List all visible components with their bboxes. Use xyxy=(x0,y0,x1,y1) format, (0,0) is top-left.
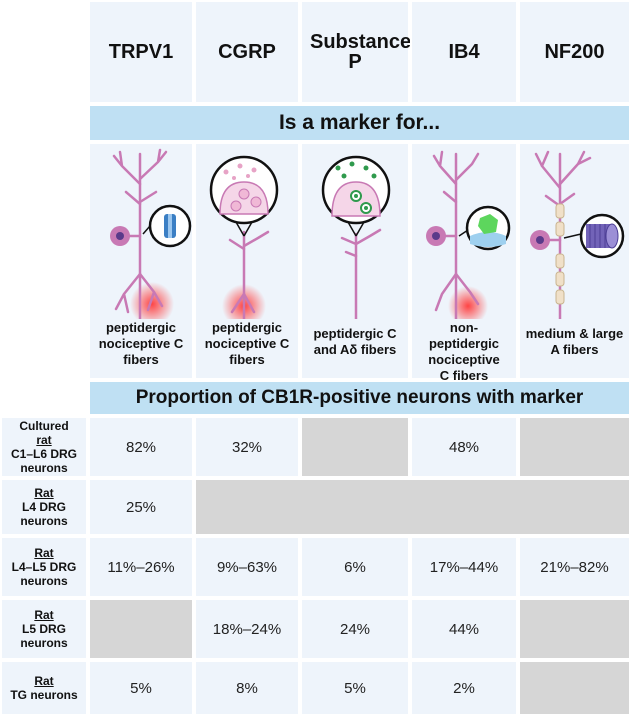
value-cell: 21%–82% xyxy=(518,536,631,598)
value-cell: 25% xyxy=(88,478,194,536)
proportion-banner: Proportion of CB1R-positive neurons with… xyxy=(88,380,631,416)
value-cell: 82% xyxy=(88,416,194,478)
row-header-species: rat xyxy=(36,433,52,447)
cgrp-illustration-cell: peptidergic nociceptive C fibers xyxy=(194,142,300,380)
column-header-ib4: IB4 xyxy=(410,0,518,104)
row-header-suffix: L5 DRG neurons xyxy=(20,622,68,650)
row-header-species: Rat xyxy=(34,486,54,500)
row-header-rat-tg: Rat TG neurons xyxy=(0,660,88,716)
substance-p-neuron-icon xyxy=(321,155,391,319)
nf200-neuron-icon xyxy=(530,150,625,319)
value-cell: 8% xyxy=(194,660,300,716)
ib4-neuron-icon xyxy=(426,150,511,319)
marker-banner: Is a marker for... xyxy=(88,104,631,142)
value-cell: 5% xyxy=(300,660,410,716)
empty-cell xyxy=(88,598,194,660)
row-header-rat-l4-l5: Rat L4–L5 DRG neurons xyxy=(0,536,88,598)
trpv1-caption: peptidergic nociceptive C fibers xyxy=(98,320,184,367)
row-header-rat-l4: Rat L4 DRG neurons xyxy=(0,478,88,536)
column-header-trpv1: TRPV1 xyxy=(88,0,194,104)
empty-cell xyxy=(518,416,631,478)
ib4-illustration-cell: non-peptidergic nociceptive C fibers xyxy=(410,142,518,383)
row-header-species: Rat xyxy=(34,674,54,688)
row-header-suffix: L4 DRG neurons xyxy=(20,500,68,528)
nf200-illustration-cell: medium & large A fibers xyxy=(518,142,631,380)
column-header-substance-p: Substance P xyxy=(300,0,412,104)
cgrp-neuron-icon xyxy=(209,155,279,319)
substance-p-illustration-cell: peptidergic C and Aδ fibers xyxy=(300,142,410,380)
substance-p-caption: peptidergic C and Aδ fibers xyxy=(313,326,397,357)
empty-cell xyxy=(518,660,631,716)
row-header-suffix: TG neurons xyxy=(10,688,78,702)
row-header-suffix: L4–L5 DRG neurons xyxy=(11,560,77,588)
value-cell: 18%–24% xyxy=(194,598,300,660)
row-header-suffix: C1–L6 DRG neurons xyxy=(10,447,78,475)
column-header-cgrp: CGRP xyxy=(194,0,300,104)
row-header-prefix: Cultured xyxy=(19,419,69,433)
cgrp-caption: peptidergic nociceptive C fibers xyxy=(204,320,290,367)
value-cell: 17%–44% xyxy=(410,536,518,598)
value-cell: 6% xyxy=(300,536,410,598)
value-cell: 44% xyxy=(410,598,518,660)
trpv1-neuron-icon xyxy=(110,148,192,319)
trpv1-illustration-cell: peptidergic nociceptive C fibers xyxy=(88,142,194,380)
value-cell: 24% xyxy=(300,598,410,660)
empty-cell xyxy=(518,598,631,660)
value-cell: 2% xyxy=(410,660,518,716)
empty-cell xyxy=(194,478,631,536)
row-header-rat-l5: Rat L5 DRG neurons xyxy=(0,598,88,660)
corner-empty xyxy=(0,0,88,414)
column-header-nf200: NF200 xyxy=(518,0,631,104)
row-header-species: Rat xyxy=(34,546,54,560)
value-cell: 32% xyxy=(194,416,300,478)
value-cell: 48% xyxy=(410,416,518,478)
column-header-substance-p-label: Substance P xyxy=(310,31,412,73)
value-cell: 5% xyxy=(88,660,194,716)
nf200-caption: medium & large A fibers xyxy=(525,326,624,357)
value-cell: 9%–63% xyxy=(194,536,300,598)
value-cell: 11%–26% xyxy=(88,536,194,598)
ib4-caption: non-peptidergic nociceptive C fibers xyxy=(428,320,500,383)
row-header-species: Rat xyxy=(34,608,54,622)
row-header-cultured-rat: Cultured rat C1–L6 DRG neurons xyxy=(0,416,88,478)
empty-cell xyxy=(300,416,410,478)
